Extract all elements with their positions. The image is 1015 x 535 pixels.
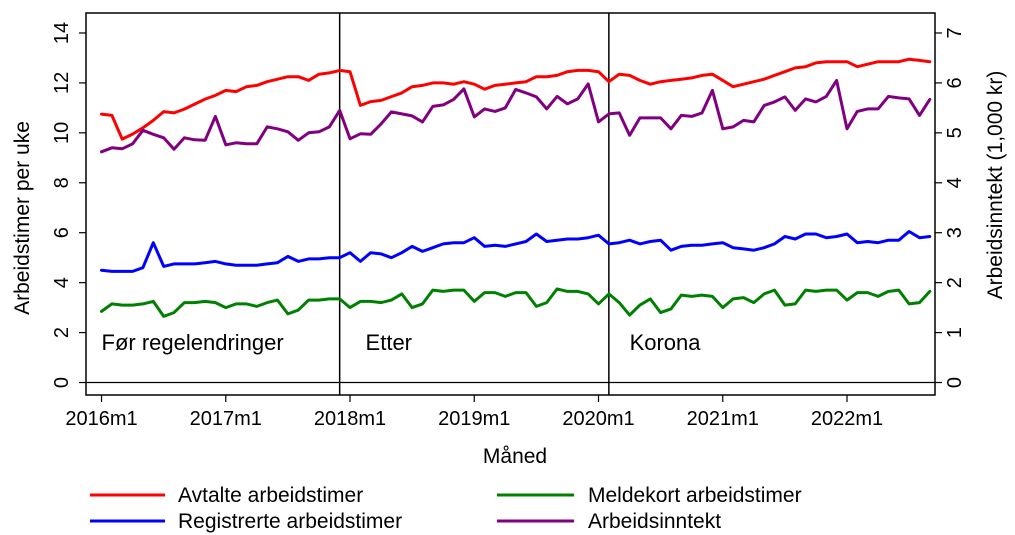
x-tick-label: 2016m1	[65, 408, 137, 430]
series-line-3	[100, 287, 932, 318]
x-tick-label: 2017m1	[190, 408, 262, 430]
period-label: Korona	[630, 330, 702, 355]
period-label: Før regelendringer	[102, 330, 284, 355]
legend-label: Meldekort arbeidstimer	[588, 484, 802, 507]
legend-label: Registrerte arbeidstimer	[178, 510, 402, 533]
series-line-1	[100, 57, 932, 141]
left-y-tick-label: 4	[51, 277, 73, 288]
left-y-tick-label: 6	[51, 227, 73, 238]
axis-layer	[79, 13, 942, 402]
x-tick-label: 2018m1	[314, 408, 386, 430]
left-y-axis-title: Arbeidstimer per uke	[11, 121, 34, 315]
right-y-tick-label: 2	[944, 277, 966, 288]
left-y-tick-label: 12	[51, 72, 73, 94]
left-y-tick-label: 8	[51, 177, 73, 188]
x-tick-label: 2019m1	[438, 408, 510, 430]
x-tick-label: 2021m1	[687, 408, 759, 430]
period-label: Etter	[366, 330, 412, 355]
series-line-2	[100, 230, 932, 273]
plot-border	[85, 12, 936, 396]
series-layer	[100, 57, 932, 318]
legend-label: Avtalte arbeidstimer	[178, 484, 363, 507]
plot-area	[85, 12, 936, 396]
legend-label: Arbeidsinntekt	[588, 510, 721, 533]
right-y-tick-label: 1	[944, 327, 966, 338]
x-tick-label: 2020m1	[562, 408, 634, 430]
right-y-tick-label: 5	[944, 127, 966, 138]
series-line-4	[100, 78, 932, 154]
left-y-tick-label: 0	[51, 377, 73, 388]
right-y-tick-label: 0	[944, 377, 966, 388]
right-y-axis-title: Arbeidsinntekt (1,000 kr)	[984, 71, 1007, 300]
x-axis-title: Måned	[483, 445, 547, 468]
x-tick-label: 2022m1	[811, 408, 883, 430]
right-y-tick-label: 3	[944, 227, 966, 238]
right-y-tick-label: 7	[944, 27, 966, 38]
left-y-tick-label: 2	[51, 327, 73, 338]
legend: Avtalte arbeidstimer Registrerte arbeidst…	[90, 484, 802, 533]
left-y-tick-label: 10	[51, 122, 73, 144]
left-y-tick-label: 14	[51, 22, 73, 44]
right-y-tick-label: 6	[944, 77, 966, 88]
right-y-tick-label: 4	[944, 177, 966, 188]
